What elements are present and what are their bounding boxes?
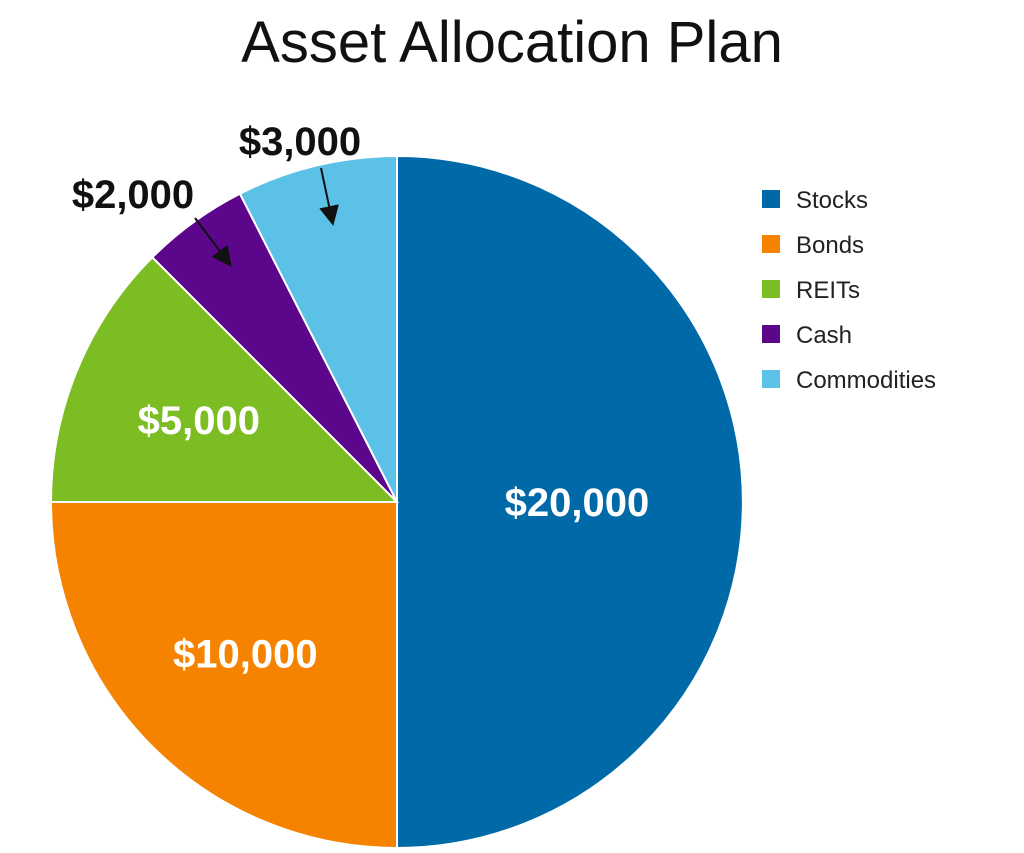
legend-label-commodities: Commodities <box>796 367 936 394</box>
data-label-commodities: $3,000 <box>239 120 361 164</box>
data-label-stocks: $20,000 <box>505 481 650 525</box>
data-label-bonds: $10,000 <box>173 633 318 677</box>
legend-label-bonds: Bonds <box>796 232 864 259</box>
legend-swatch-commodities <box>762 370 780 388</box>
legend-swatch-reits <box>762 280 780 298</box>
legend-swatch-bonds <box>762 235 780 253</box>
pie-slices <box>49 154 744 850</box>
legend-item-reits: REITs <box>762 277 860 304</box>
data-label-cash: $2,000 <box>72 173 194 217</box>
pie-slice-commodities <box>238 154 398 503</box>
legend-item-commodities: Commodities <box>762 367 936 394</box>
legend-item-cash: Cash <box>762 322 852 349</box>
data-label-reits: $5,000 <box>138 399 260 443</box>
legend-item-stocks: Stocks <box>762 187 868 214</box>
chart-title: Asset Allocation Plan <box>241 10 783 75</box>
legend-label-stocks: Stocks <box>796 187 868 214</box>
legend-swatch-cash <box>762 325 780 343</box>
legend-item-bonds: Bonds <box>762 232 864 259</box>
pie-slice-reits <box>49 255 400 503</box>
callout-arrow-cash <box>194 217 232 267</box>
legend-swatch-stocks <box>762 190 780 208</box>
pie-labels: $20,000 $10,000 $5,000 $2,000 $3,000 <box>72 120 649 677</box>
legend: Stocks Bonds REITs Cash Commodities <box>762 187 936 394</box>
legend-label-reits: REITs <box>796 277 860 304</box>
legend-label-cash: Cash <box>796 322 852 349</box>
pie-slice-stocks <box>396 154 744 850</box>
callout-arrow-commodities <box>319 167 339 226</box>
pie-slice-bonds <box>49 501 398 850</box>
